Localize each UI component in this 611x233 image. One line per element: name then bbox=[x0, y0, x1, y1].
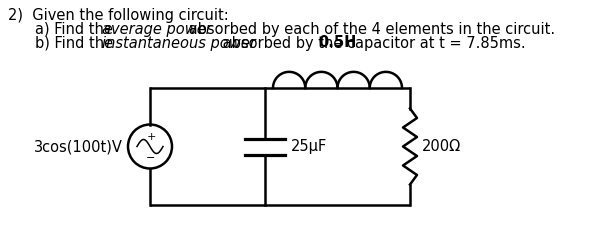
Text: 25μF: 25μF bbox=[291, 139, 327, 154]
Text: b) Find the: b) Find the bbox=[35, 36, 118, 51]
Text: −: − bbox=[146, 153, 156, 162]
Text: 0.5H: 0.5H bbox=[318, 35, 357, 50]
Text: 200Ω: 200Ω bbox=[422, 139, 461, 154]
Text: absorbed by the capacitor at t = 7.85ms.: absorbed by the capacitor at t = 7.85ms. bbox=[218, 36, 525, 51]
Text: instantaneous power: instantaneous power bbox=[102, 36, 256, 51]
Text: 2)  Given the following circuit:: 2) Given the following circuit: bbox=[8, 8, 229, 23]
Text: a) Find the: a) Find the bbox=[35, 22, 117, 37]
Text: absorbed by each of the 4 elements in the circuit.: absorbed by each of the 4 elements in th… bbox=[184, 22, 555, 37]
Text: average power: average power bbox=[102, 22, 212, 37]
Text: 3cos(100t)V: 3cos(100t)V bbox=[34, 139, 123, 154]
Text: +: + bbox=[146, 131, 156, 141]
